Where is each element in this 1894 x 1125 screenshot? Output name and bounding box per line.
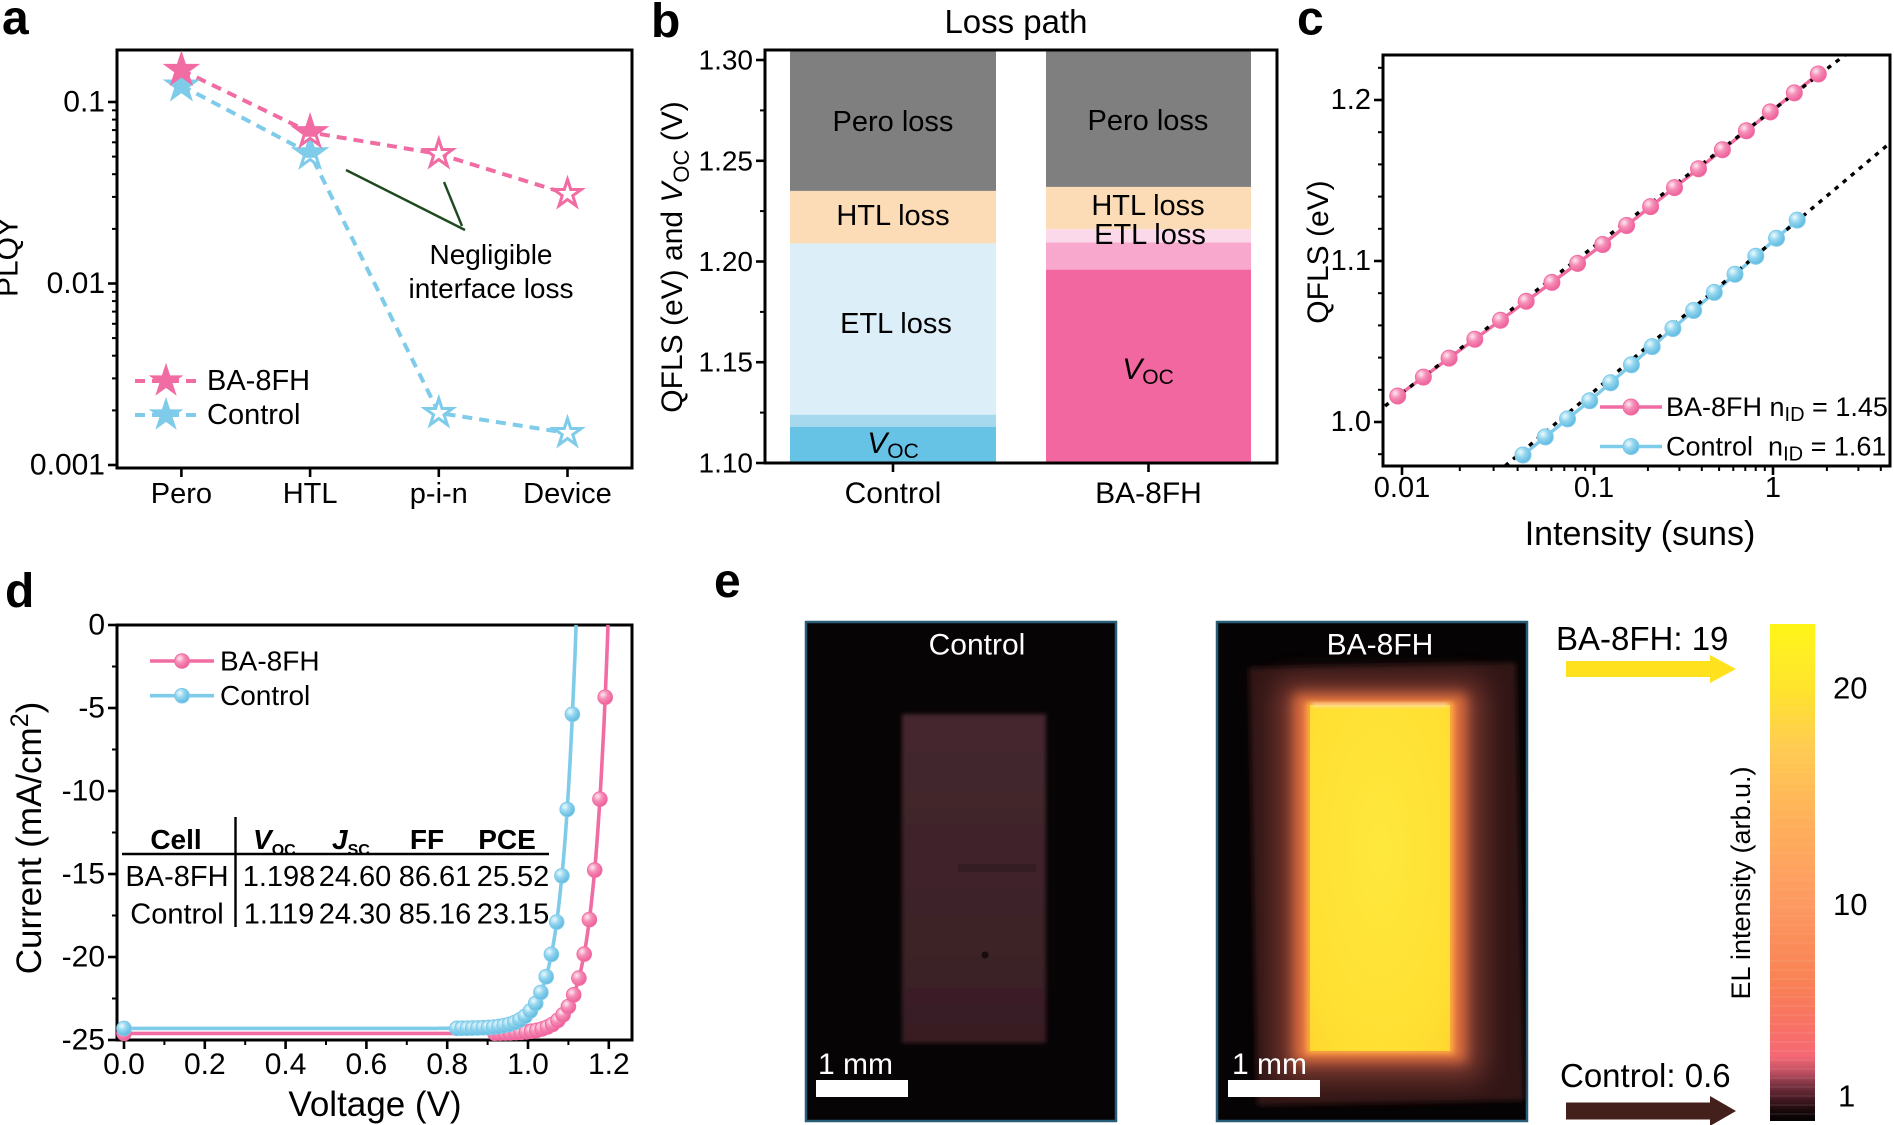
svg-text:1.0: 1.0 <box>507 1048 549 1081</box>
svg-text:Voltage (V): Voltage (V) <box>288 1085 461 1124</box>
svg-text:0.0: 0.0 <box>103 1048 145 1081</box>
svg-text:1.0: 1.0 <box>1331 406 1371 438</box>
svg-text:85.16: 85.16 <box>399 899 472 931</box>
svg-text:1.10: 1.10 <box>699 448 754 479</box>
svg-text:1.25: 1.25 <box>699 145 754 176</box>
svg-text:1.2: 1.2 <box>588 1048 630 1081</box>
svg-text:0.6: 0.6 <box>346 1048 388 1081</box>
svg-text:0.01: 0.01 <box>47 267 105 300</box>
svg-text:BA-8FH: BA-8FH <box>220 646 320 677</box>
svg-text:-20: -20 <box>62 941 105 974</box>
svg-text:Device: Device <box>523 478 612 510</box>
svg-text:Loss path: Loss path <box>944 3 1087 40</box>
svg-text:1.30: 1.30 <box>699 45 754 76</box>
svg-text:FF: FF <box>410 824 444 855</box>
svg-text:interface loss: interface loss <box>409 273 574 304</box>
svg-text:1 mm: 1 mm <box>1232 1048 1307 1081</box>
svg-text:86.61: 86.61 <box>399 861 472 893</box>
svg-text:HTL: HTL <box>283 478 338 510</box>
svg-text:1: 1 <box>1838 1079 1855 1114</box>
svg-text:e: e <box>714 555 741 608</box>
svg-text:BA-8FH: 19: BA-8FH: 19 <box>1556 620 1728 657</box>
svg-text:24.30: 24.30 <box>319 899 392 931</box>
svg-text:20: 20 <box>1833 671 1867 706</box>
svg-text:0: 0 <box>88 609 105 642</box>
svg-text:Cell: Cell <box>150 824 201 855</box>
svg-text:Control: Control <box>130 899 224 931</box>
svg-text:BA-8FH: BA-8FH <box>1327 629 1434 662</box>
svg-text:BA-8FH: BA-8FH <box>207 365 310 397</box>
svg-text:QFLS (eV): QFLS (eV) <box>1302 180 1335 323</box>
svg-text:25.52: 25.52 <box>477 861 550 893</box>
svg-text:d: d <box>5 565 34 618</box>
svg-text:24.60: 24.60 <box>319 861 392 893</box>
svg-text:0.2: 0.2 <box>184 1048 226 1081</box>
svg-text:1.119: 1.119 <box>244 899 314 931</box>
svg-text:1.2: 1.2 <box>1331 84 1371 116</box>
svg-text:-25: -25 <box>62 1024 105 1057</box>
svg-text:1: 1 <box>1765 472 1781 504</box>
svg-text:Pero loss: Pero loss <box>833 106 954 138</box>
svg-text:Control: Control <box>845 477 942 510</box>
svg-text:QFLS (eV) and VOC (V): QFLS (eV) and VOC (V) <box>656 101 694 412</box>
svg-text:c: c <box>1297 0 1324 46</box>
svg-text:VOC: VOC <box>867 427 919 463</box>
svg-text:10: 10 <box>1833 887 1867 922</box>
svg-text:0.4: 0.4 <box>265 1048 307 1081</box>
svg-text:b: b <box>651 0 680 48</box>
svg-text:Negligible: Negligible <box>430 239 553 270</box>
svg-text:0.8: 0.8 <box>426 1048 468 1081</box>
svg-text:0.001: 0.001 <box>30 449 105 482</box>
svg-text:-5: -5 <box>78 692 105 725</box>
svg-text:VOC: VOC <box>1122 353 1174 389</box>
svg-text:BA-8FH: BA-8FH <box>1095 477 1202 510</box>
svg-text:1 mm: 1 mm <box>818 1048 893 1081</box>
svg-text:PCE: PCE <box>478 824 536 855</box>
svg-text:Control: Control <box>220 680 310 711</box>
svg-text:-15: -15 <box>62 858 105 891</box>
svg-text:ETL loss: ETL loss <box>840 308 952 340</box>
svg-text:BA-8FH: BA-8FH <box>125 861 228 893</box>
svg-text:p-i-n: p-i-n <box>410 478 468 510</box>
svg-text:1.15: 1.15 <box>699 347 754 378</box>
svg-text:Pero loss: Pero loss <box>1088 105 1209 137</box>
svg-text:EL intensity (arb.u.): EL intensity (arb.u.) <box>1726 766 1756 999</box>
svg-text:Control: Control <box>207 399 301 431</box>
svg-text:-10: -10 <box>62 775 105 808</box>
svg-text:Intensity (suns): Intensity (suns) <box>1525 515 1756 553</box>
svg-text:0.1: 0.1 <box>1574 472 1614 504</box>
svg-text:PLQY: PLQY <box>0 217 25 297</box>
svg-text:1.198: 1.198 <box>243 861 316 893</box>
svg-text:Control nID = 1.61: Control nID = 1.61 <box>1666 432 1886 466</box>
svg-text:1.20: 1.20 <box>699 246 754 277</box>
svg-text:Control: 0.6: Control: 0.6 <box>1560 1057 1731 1094</box>
svg-text:HTL loss: HTL loss <box>1091 190 1204 222</box>
svg-text:Current (mA/cm2): Current (mA/cm2) <box>6 702 49 975</box>
svg-text:23.15: 23.15 <box>477 899 550 931</box>
svg-text:ETL loss: ETL loss <box>1094 219 1206 251</box>
svg-text:a: a <box>2 0 29 45</box>
svg-text:HTL loss: HTL loss <box>836 200 949 232</box>
svg-text:0.01: 0.01 <box>1374 472 1430 504</box>
svg-text:Control: Control <box>929 629 1026 662</box>
svg-text:1.1: 1.1 <box>1331 245 1371 277</box>
svg-text:0.1: 0.1 <box>63 86 105 119</box>
svg-text:BA-8FH nID = 1.45: BA-8FH nID = 1.45 <box>1666 392 1888 426</box>
svg-text:Pero: Pero <box>151 478 212 510</box>
